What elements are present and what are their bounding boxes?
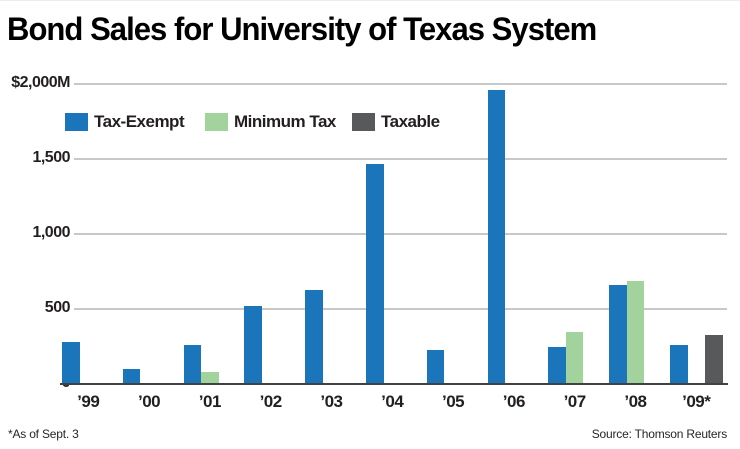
x-tick-label: ’04 [381, 392, 404, 411]
bar-minimum-tax-08 [626, 280, 645, 384]
x-axis-line [60, 383, 728, 385]
x-tick-label: ’99 [77, 392, 100, 411]
gridline-500 [74, 308, 727, 310]
bar-tax-exempt-03 [305, 289, 323, 384]
bar-tax-exempt-99 [62, 342, 80, 384]
x-tick-label: ’06 [502, 392, 526, 411]
bar-minimum-tax-01 [201, 372, 219, 384]
footnote: *As of Sept. 3 [8, 427, 79, 441]
y-tick-label: 1,000 [32, 224, 70, 241]
legend-label-minimum-tax: Minimum Tax [234, 111, 336, 131]
x-tick-label: ’07 [563, 392, 587, 411]
y-tick-label: 1,500 [32, 149, 70, 166]
x-tick-label: ’02 [259, 392, 283, 411]
legend-label-tax-exempt: Tax-Exempt [94, 111, 185, 131]
legend-item-taxable: Taxable [352, 112, 440, 131]
x-tick-label: ’09* [682, 392, 711, 411]
bar-tax-exempt-07 [548, 346, 566, 384]
x-tick-label: ’03 [320, 392, 343, 411]
x-tick-label: ’01 [198, 392, 222, 411]
bar-tax-exempt-06 [487, 90, 506, 384]
x-tick-label: ’05 [441, 392, 465, 411]
legend-item-tax-exempt: Tax-Exempt [65, 111, 185, 131]
gridline-1500 [74, 158, 727, 160]
chart-title: Bond Sales for University of Texas Syste… [7, 11, 597, 47]
bar-tax-exempt-00 [122, 369, 141, 384]
bar-taxable-09 [705, 334, 723, 384]
y-tick-label: $2,000M [11, 74, 70, 91]
x-tick-label: ’00 [137, 392, 161, 411]
legend-item-minimum-tax: Minimum Tax [205, 112, 336, 131]
bar-tax-exempt-09 [670, 345, 688, 384]
legend-swatch-minimum-tax-icon [205, 112, 228, 131]
bar-tax-exempt-02 [244, 306, 262, 384]
legend-swatch-taxable-icon [352, 112, 375, 131]
bar-tax-exempt-08 [609, 285, 627, 384]
legend-swatch-tax-exempt-icon [65, 112, 88, 131]
legend-label-taxable: Taxable [381, 111, 440, 131]
gridline-1000 [74, 233, 727, 235]
bar-tax-exempt-05 [426, 349, 445, 384]
x-tick-label: ’08 [624, 392, 647, 411]
bar-minimum-tax-07 [565, 331, 584, 384]
bar-tax-exempt-04 [366, 163, 384, 384]
source-credit: Source: Thomson Reuters [591, 427, 727, 441]
y-tick-label: 500 [44, 299, 71, 316]
bar-tax-exempt-01 [183, 345, 202, 384]
gridline-2000 [74, 83, 727, 85]
